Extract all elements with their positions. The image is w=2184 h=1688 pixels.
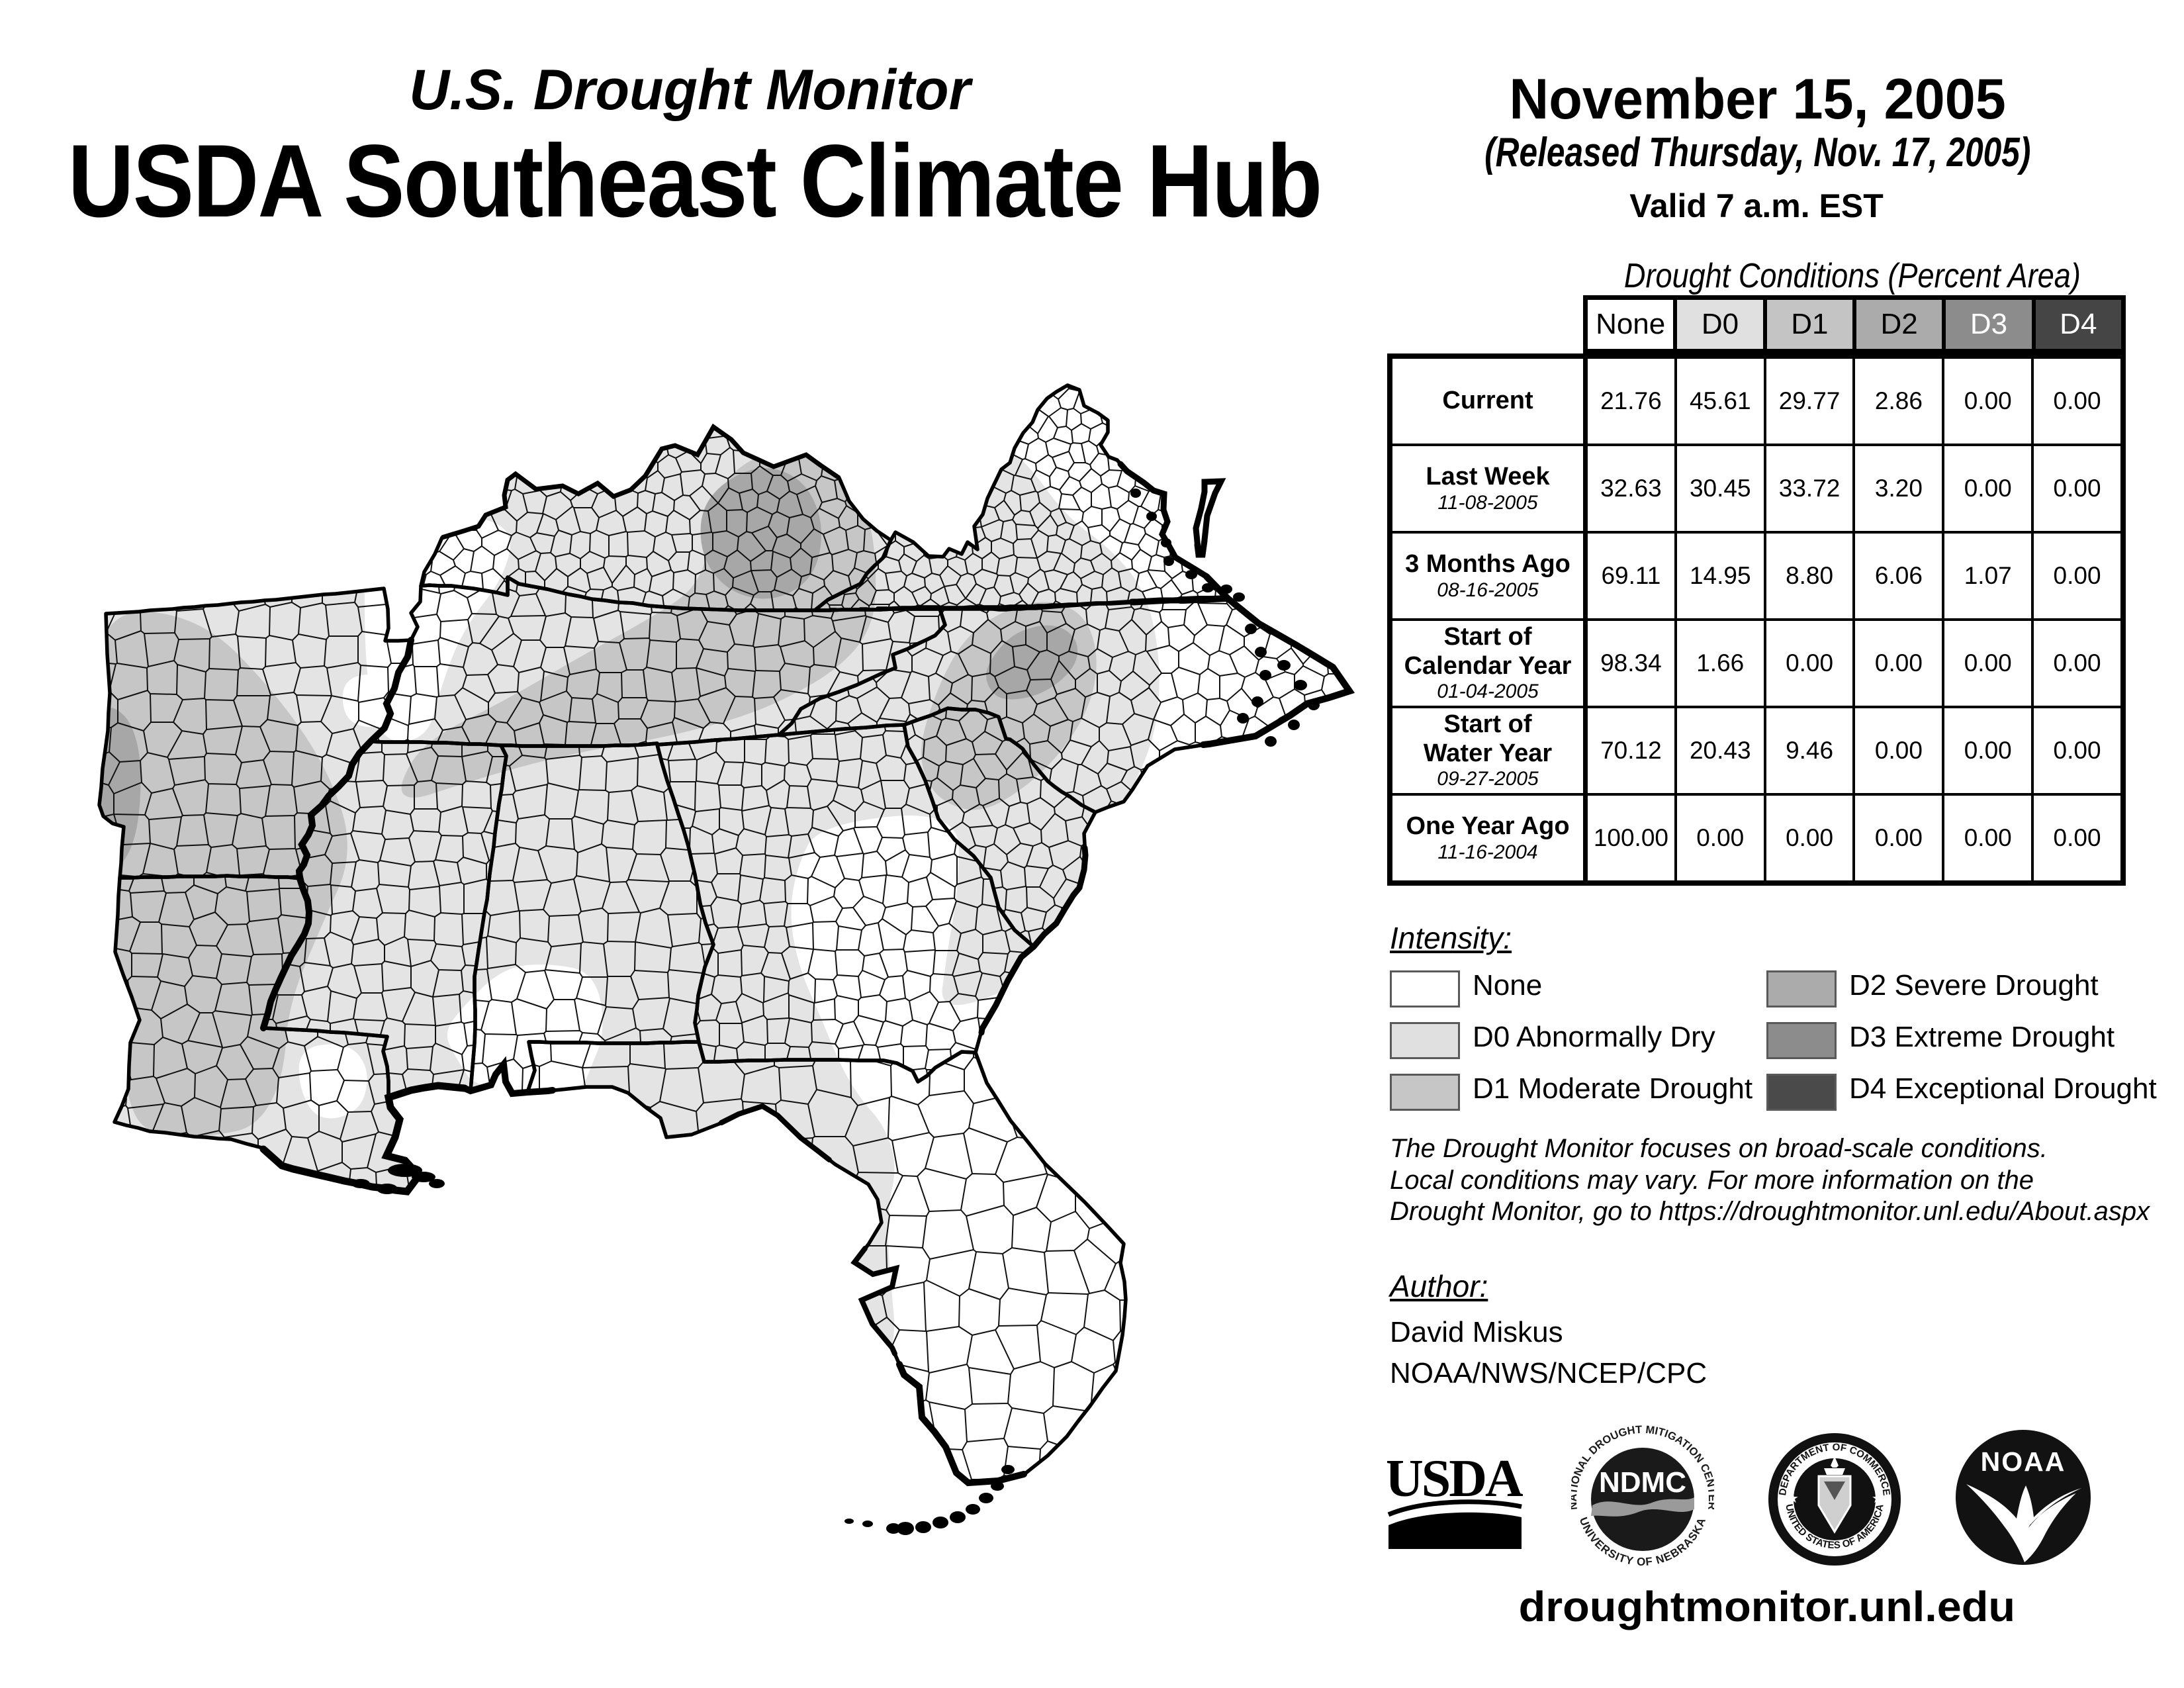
svg-text:NDMC: NDMC — [1599, 1466, 1686, 1499]
svg-text:★: ★ — [1787, 1491, 1799, 1506]
svg-text:★: ★ — [1872, 1491, 1884, 1506]
svg-text:NOAA: NOAA — [1981, 1446, 2066, 1477]
svg-text:USDA: USDA — [1387, 1456, 1523, 1508]
